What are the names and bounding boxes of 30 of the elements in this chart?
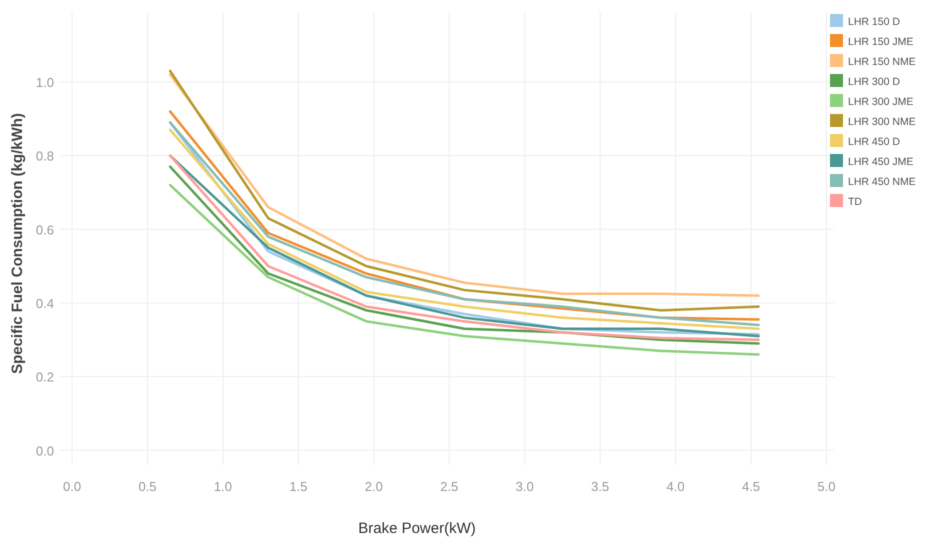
x-tick-label: 3.0 [516, 479, 534, 494]
x-tick-label: 1.5 [289, 479, 308, 494]
legend-label: TD [848, 196, 862, 208]
y-tick-label: 1.0 [36, 74, 54, 90]
legend-label: LHR 150 NME [848, 56, 916, 68]
x-tick-label: 2.5 [440, 479, 458, 494]
legend-label: LHR 450 D [848, 136, 900, 148]
x-tick-label: 0.5 [138, 479, 157, 494]
y-tick-label: 0.0 [36, 443, 54, 458]
x-tick-label: 0.0 [63, 479, 82, 494]
x-tick-label: 4.5 [742, 479, 760, 494]
y-axis-title: Specific Fuel Consumption (kg/kWh) [9, 113, 26, 374]
x-axis-title: Brake Power(kW) [358, 520, 476, 537]
y-tick-label: 0.8 [36, 148, 54, 164]
x-tick-label: 4.0 [666, 479, 685, 494]
legend-label: LHR 150 D [848, 16, 900, 28]
x-tick-label: 2.0 [364, 479, 383, 494]
legend-label: LHR 450 NME [848, 176, 916, 188]
x-tick-label: 1.0 [214, 479, 232, 494]
x-tick-label: 5.0 [817, 479, 836, 494]
legend-label: LHR 450 JME [848, 156, 914, 168]
x-tick-label: 3.5 [591, 479, 610, 494]
y-tick-label: 0.6 [36, 222, 54, 238]
legend-label: LHR 300 JME [848, 96, 914, 108]
legend-label: LHR 300 D [848, 76, 900, 88]
y-tick-label: 0.2 [36, 370, 54, 385]
y-tick-label: 0.4 [36, 296, 54, 311]
legend-label: LHR 300 NME [848, 116, 916, 128]
line-series [168, 184, 760, 356]
legend-label: LHR 150 JME [848, 36, 914, 48]
